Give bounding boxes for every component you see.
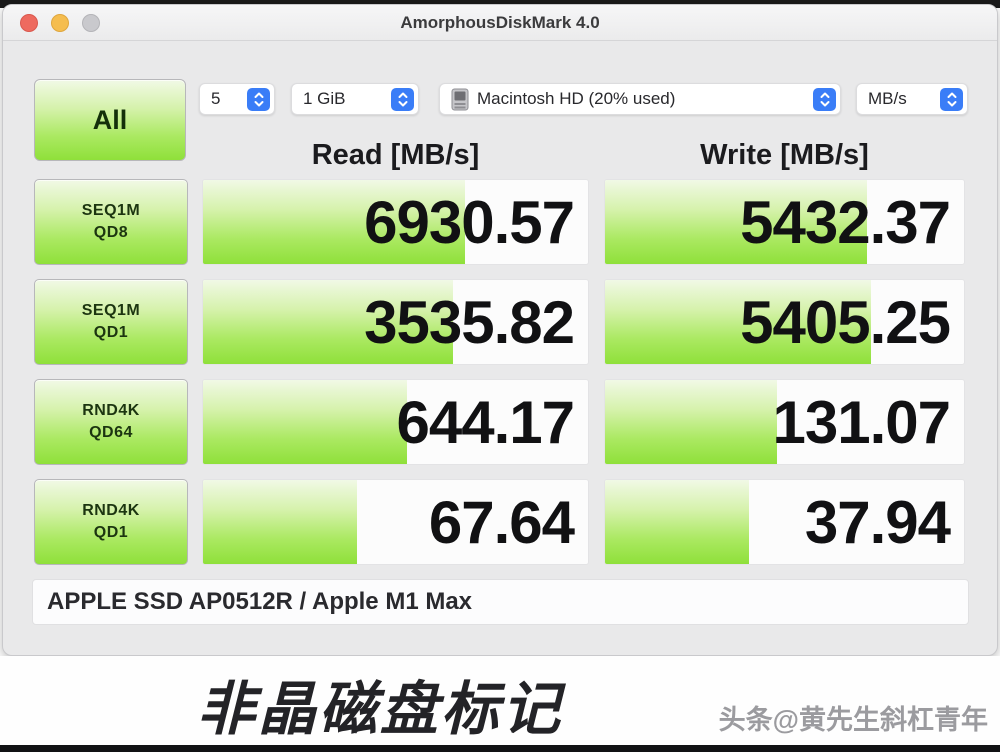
up-down-chevrons-icon [940,88,963,111]
result-bar-fill [605,380,778,464]
write-result-rnd4k-qd1: 37.94 [604,479,965,565]
write-result-seq1m-qd1: 5405.25 [604,279,965,365]
test-row-rnd4k-qd64: RND4K QD64 644.17 131.07 [3,379,997,465]
write-result-seq1m-qd8: 5432.37 [604,179,965,265]
test-button-rnd4k-qd64[interactable]: RND4K QD64 [34,379,188,465]
test-label-line1: SEQ1M [81,202,141,219]
write-value: 131.07 [772,389,951,456]
read-column-header: Read [MB/s] [311,139,480,171]
units-select[interactable]: MB/s [856,83,968,115]
units-value: MB/s [868,89,907,108]
minimize-button[interactable] [51,14,69,32]
write-result-rnd4k-qd64: 131.07 [604,379,965,465]
result-bar-fill [203,280,454,364]
up-down-chevrons-icon [391,88,414,111]
write-column-header: Write [MB/s] [700,139,869,171]
result-bar-fill [605,180,868,264]
read-value: 3535.82 [364,289,575,356]
up-down-chevrons-icon [813,88,836,111]
test-row-seq1m-qd8: SEQ1M QD8 6930.57 5432.37 [3,179,997,265]
window-titlebar[interactable]: AmorphousDiskMark 4.0 [3,5,997,41]
test-label-line2: QD1 [93,324,129,341]
close-button[interactable] [20,14,38,32]
read-result-seq1m-qd1: 3535.82 [202,279,589,365]
test-row-rnd4k-qd1: RND4K QD1 67.64 37.94 [3,479,997,565]
result-bar-fill [605,480,749,564]
internal-drive-icon [451,88,469,111]
test-row-seq1m-qd1: SEQ1M QD1 3535.82 5405.25 [3,279,997,365]
window-title: AmorphousDiskMark 4.0 [400,13,600,32]
test-count-select[interactable]: 5 [199,83,275,115]
test-count-value: 5 [211,89,221,108]
test-label-line2: QD64 [89,424,133,441]
test-label-line2: QD1 [93,524,129,541]
caption-title: 非晶磁盘标记 [196,677,563,742]
test-size-select[interactable]: 1 GiB [291,83,419,115]
write-value: 5432.37 [740,189,951,256]
write-value: 5405.25 [740,289,951,356]
device-info-field: APPLE SSD AP0512R / Apple M1 Max [32,579,969,625]
write-value: 37.94 [804,489,951,556]
all-tests-button[interactable]: All [34,79,186,161]
test-label-line1: RND4K [82,502,140,519]
volume-select[interactable]: Macintosh HD (20% used) [439,83,841,115]
test-label-line1: RND4K [82,402,140,419]
test-button-seq1m-qd1[interactable]: SEQ1M QD1 [34,279,188,365]
result-bar-fill [203,480,357,564]
read-result-rnd4k-qd64: 644.17 [202,379,589,465]
read-value: 67.64 [428,489,575,556]
result-bar-fill [605,280,871,364]
volume-value: Macintosh HD (20% used) [477,89,676,108]
fullscreen-button[interactable] [82,14,100,32]
read-value: 6930.57 [364,189,575,256]
read-value: 644.17 [396,389,575,456]
test-label-line1: SEQ1M [81,302,141,319]
read-result-rnd4k-qd1: 67.64 [202,479,589,565]
app-window: AmorphousDiskMark 4.0 All 5 1 GiB Macint… [2,4,998,656]
test-label-line2: QD8 [93,224,129,241]
test-size-value: 1 GiB [303,89,346,108]
result-bar-fill [203,180,465,264]
up-down-chevrons-icon [247,88,270,111]
caption-area: 非晶磁盘标记 头条@黄先生斜杠青年 [0,656,1000,745]
bottom-edge-strip [0,745,1000,752]
result-bar-fill [203,380,408,464]
watermark-text: 头条@黄先生斜杠青年 [718,705,988,735]
read-result-seq1m-qd8: 6930.57 [202,179,589,265]
test-button-rnd4k-qd1[interactable]: RND4K QD1 [34,479,188,565]
test-button-seq1m-qd8[interactable]: SEQ1M QD8 [34,179,188,265]
